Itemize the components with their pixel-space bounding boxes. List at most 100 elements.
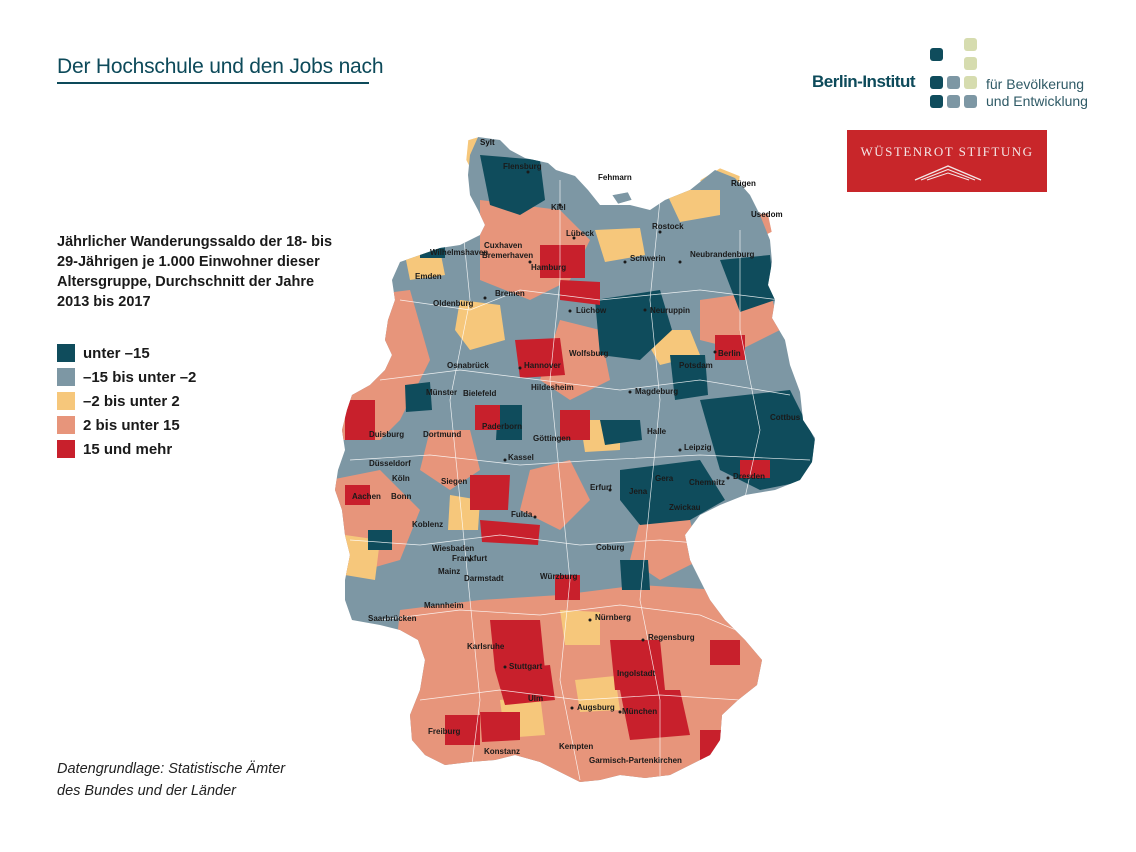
city-label: Ingolstadt xyxy=(617,669,656,678)
island-label: Sylt xyxy=(480,138,495,147)
legend-label: unter –15 xyxy=(83,344,150,362)
germany-migration-map: Sylt Fehmarn Rügen Usedom Flensburg Kiel… xyxy=(335,136,815,782)
city-label: Frankfurt xyxy=(452,554,487,563)
city-label: Hildesheim xyxy=(531,383,574,392)
legend-item: unter –15 xyxy=(57,343,150,363)
city-label: Hamburg xyxy=(531,263,566,272)
city-label: Würzburg xyxy=(540,572,577,581)
city-label: Kiel xyxy=(551,203,566,212)
legend-swatch xyxy=(57,344,75,362)
city-label: Freiburg xyxy=(428,727,461,736)
legend-label: –15 bis unter –2 xyxy=(83,368,197,386)
city-label: Neuruppin xyxy=(650,306,690,315)
city-label: Siegen xyxy=(441,477,467,486)
legend-swatch xyxy=(57,368,75,386)
legend-swatch xyxy=(57,416,75,434)
legend-item: –15 bis unter –2 xyxy=(57,367,196,387)
city-label: Gera xyxy=(655,474,674,483)
island-label: Fehmarn xyxy=(598,173,632,182)
city-label: Wilhelmshaven xyxy=(430,248,488,257)
legend-label: 15 und mehr xyxy=(83,440,173,458)
city-label: Bonn xyxy=(391,492,412,501)
legend-swatch xyxy=(57,440,75,458)
legend-heading-line: Altersgruppe, Durchschnitt der Jahre xyxy=(57,274,315,290)
city-label: Lübeck xyxy=(566,229,595,238)
city-label: Darmstadt xyxy=(464,574,504,583)
city-label: Wolfsburg xyxy=(569,349,609,358)
city-label: Bielefeld xyxy=(463,389,496,398)
city-label: Cottbus xyxy=(770,413,801,422)
island-label: Usedom xyxy=(751,210,783,219)
city-label: Kassel xyxy=(508,453,534,462)
city-label: Fulda xyxy=(511,510,533,519)
city-label: Erfurt xyxy=(590,483,612,492)
city-label: Zwickau xyxy=(669,503,701,512)
city-label: Münster xyxy=(426,388,457,397)
city-label: Halle xyxy=(647,427,667,436)
source-line: des Bundes und der Länder xyxy=(57,783,236,799)
berlin-institut-subtitle: und Entwicklung xyxy=(986,93,1088,109)
city-label: Magdeburg xyxy=(635,387,678,396)
island-label: Rügen xyxy=(731,179,756,188)
city-label: Lüchow xyxy=(576,306,607,315)
city-label: Mannheim xyxy=(424,601,464,610)
city-label: Oldenburg xyxy=(433,299,474,308)
legend-heading-line: 29-Jährigen je 1.000 Einwohner dieser xyxy=(57,254,320,270)
city-label: Leipzig xyxy=(684,443,712,452)
city-label: Hannover xyxy=(524,361,561,370)
legend-label: –2 bis unter 2 xyxy=(83,392,180,410)
city-label: Dortmund xyxy=(423,430,461,439)
city-label: Köln xyxy=(392,474,410,483)
city-label: Garmisch-Partenkirchen xyxy=(589,756,682,765)
city-label: Rostock xyxy=(652,222,684,231)
legend-swatch xyxy=(57,392,75,410)
city-label: Nürnberg xyxy=(595,613,631,622)
city-label: Paderborn xyxy=(482,422,522,431)
city-label: Stuttgart xyxy=(509,662,543,671)
city-label: Berlin xyxy=(718,349,741,358)
city-label: Schwerin xyxy=(630,254,666,263)
city-label: Ulm xyxy=(528,694,543,703)
fehmarn-island xyxy=(611,191,633,205)
city-label: Duisburg xyxy=(369,430,404,439)
source-line: Datengrundlage: Statistische Ämter xyxy=(57,761,286,777)
city-label: Osnabrück xyxy=(447,361,489,370)
city-label: Emden xyxy=(415,272,442,281)
wuestenrot-logo: WÜSTENROT STIFTUNG xyxy=(847,130,1047,192)
city-label: Chemnitz xyxy=(689,478,725,487)
berlin-institut-subtitle: für Bevölkerung xyxy=(986,76,1085,92)
city-label: Cuxhaven xyxy=(484,241,522,250)
city-label: Koblenz xyxy=(412,520,443,529)
legend-heading: Jährlicher Wanderungssaldo der 18- bis 2… xyxy=(57,232,357,312)
legend-item: –2 bis unter 2 xyxy=(57,391,180,411)
city-label: Göttingen xyxy=(533,434,571,443)
legend-item: 15 und mehr xyxy=(57,439,172,459)
city-label: Wiesbaden xyxy=(432,544,474,553)
berlin-institut-logo: Berlin-Institut für Bevölkerung und Entw… xyxy=(812,38,1102,113)
city-label: Potsdam xyxy=(679,361,713,370)
city-label: Konstanz xyxy=(484,747,520,756)
legend-heading-line: 2013 bis 2017 xyxy=(57,294,151,310)
berlin-institut-name: Berlin-Institut xyxy=(812,72,916,91)
city-dots xyxy=(468,170,730,714)
source-note: Datengrundlage: Statistische Ämter des B… xyxy=(57,758,285,802)
legend-label: 2 bis unter 15 xyxy=(83,416,180,434)
city-label: Jena xyxy=(629,487,648,496)
city-label: Kempten xyxy=(559,742,593,751)
city-label: Mainz xyxy=(438,567,460,576)
city-label: Bremerhaven xyxy=(482,251,533,260)
city-label: Düsseldorf xyxy=(369,459,411,468)
wuestenrot-name: WÜSTENROT STIFTUNG xyxy=(860,144,1034,159)
city-label: Regensburg xyxy=(648,633,695,642)
city-label: Saarbrücken xyxy=(368,614,417,623)
city-label: Flensburg xyxy=(503,162,542,171)
city-label: München xyxy=(622,707,657,716)
legend-heading-line: Jährlicher Wanderungssaldo der 18- bis xyxy=(57,234,333,250)
title-underline xyxy=(57,82,369,84)
city-label: Bremen xyxy=(495,289,525,298)
legend-item: 2 bis unter 15 xyxy=(57,415,180,435)
page-title: Der Hochschule und den Jobs nach xyxy=(57,55,384,78)
wuestenrot-roof-icon xyxy=(914,165,982,181)
city-label: Neubrandenburg xyxy=(690,250,755,259)
city-label: Coburg xyxy=(596,543,625,552)
